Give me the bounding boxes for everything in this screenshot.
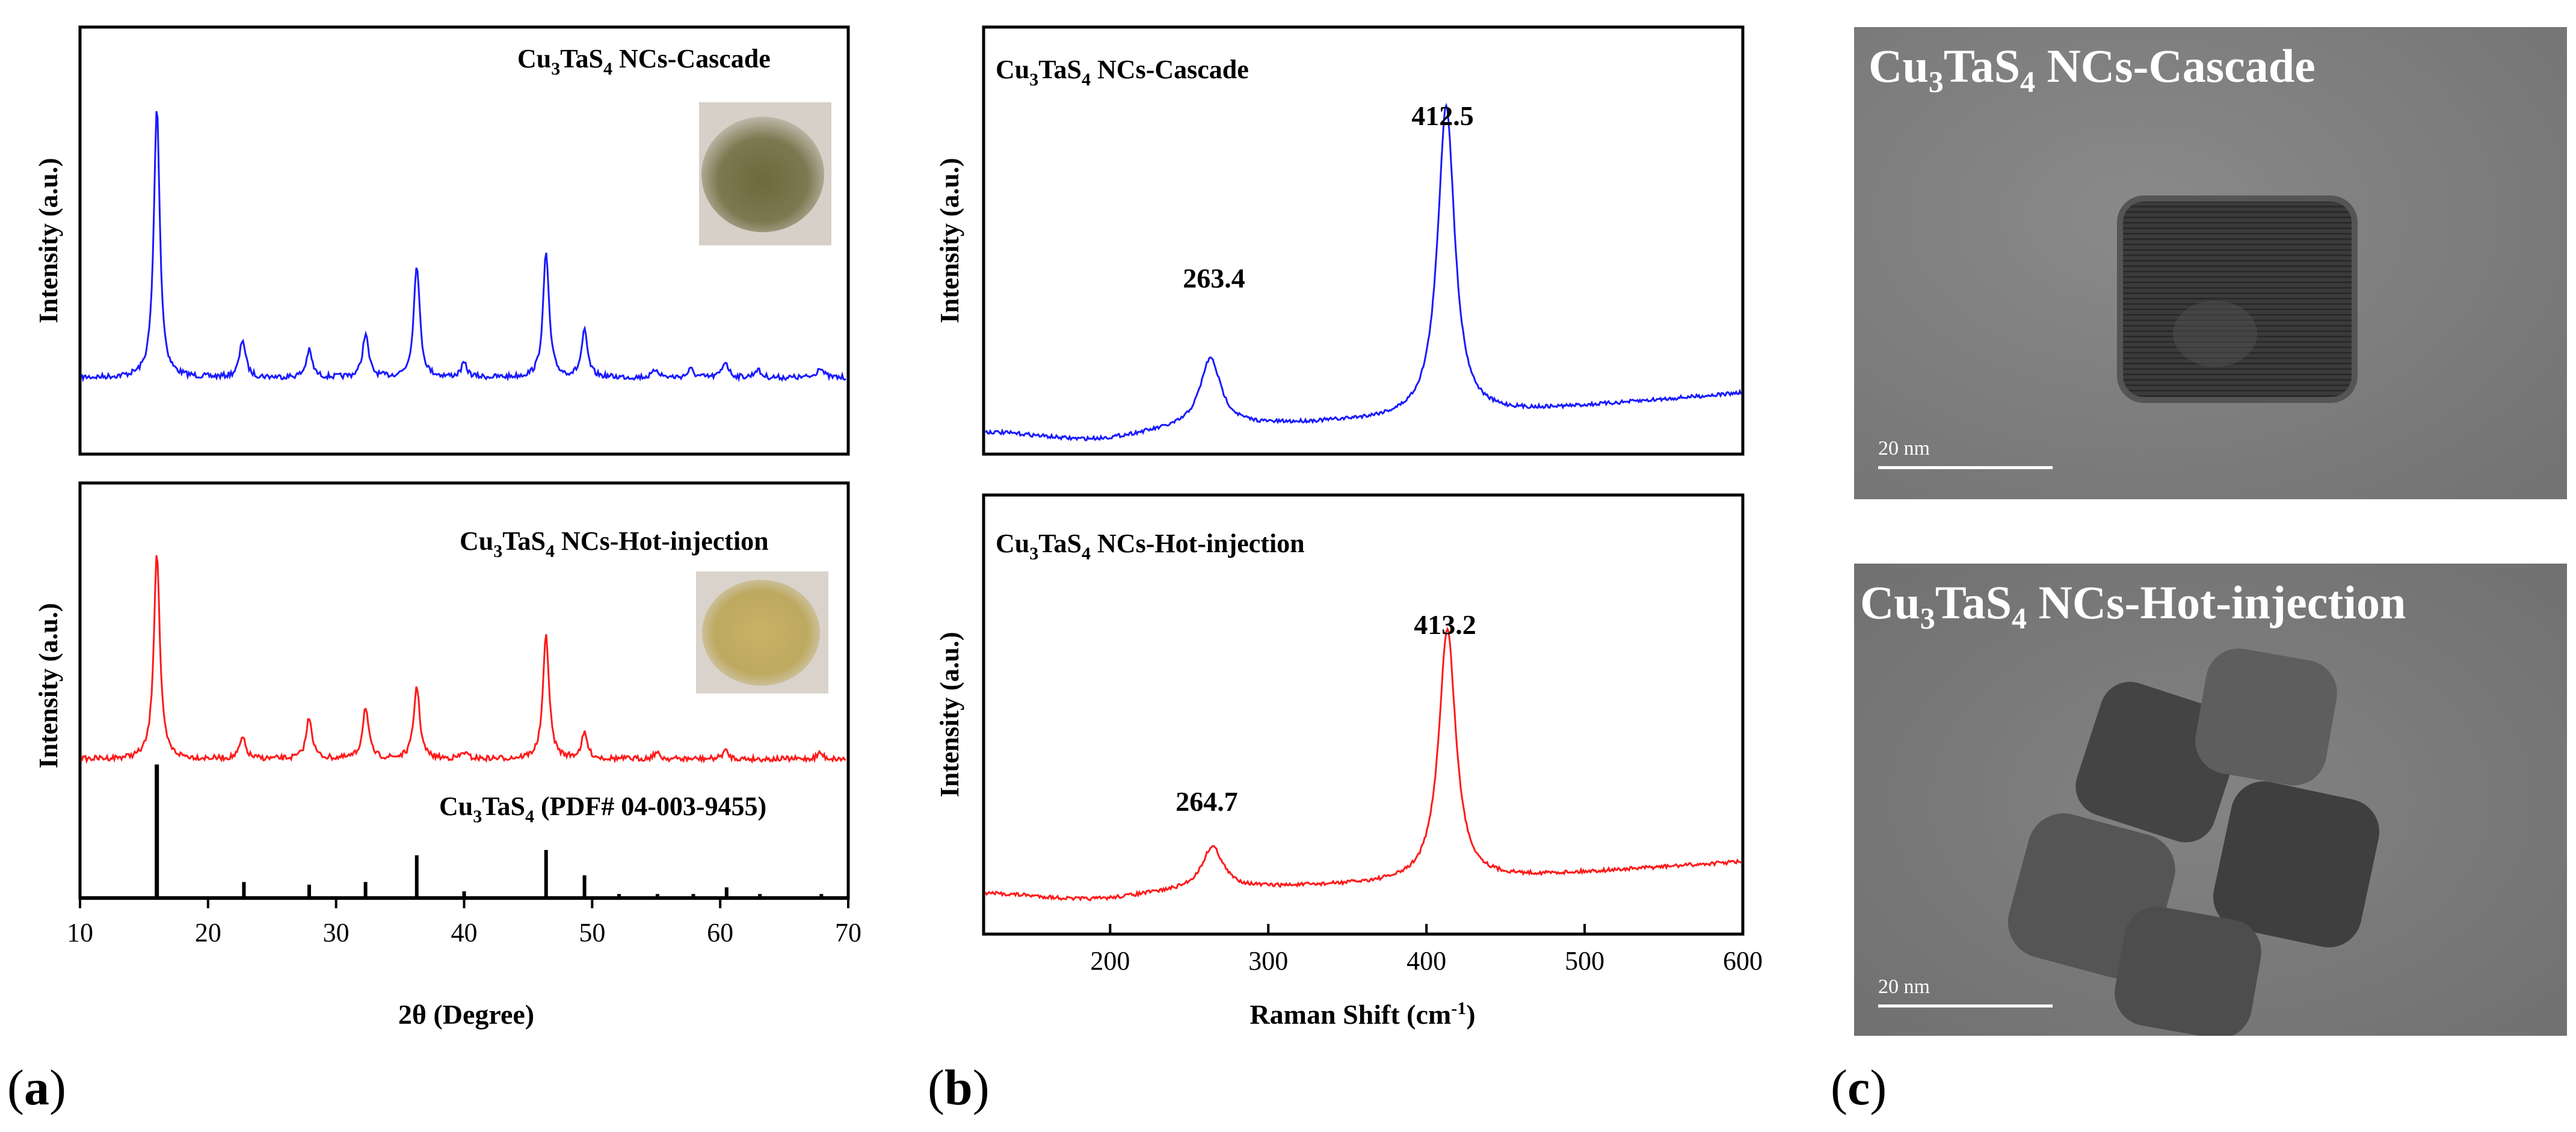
xrd-x-tick-label: 50 <box>579 918 605 947</box>
raman-top-y-label: Intensity (a.u.) <box>935 158 964 323</box>
raman-cascade-curve <box>984 102 1742 441</box>
tem-hot-injection-image: Cu3TaS4 NCs-Hot-injection 20 nm <box>1854 564 2567 1036</box>
raman-x-label: Raman Shift (cm-1) <box>1249 998 1475 1030</box>
xrd-x-tick-label: 70 <box>835 918 861 947</box>
raman-bottom-peak1-label: 264.7 <box>1176 786 1238 817</box>
raman-top-frame <box>982 25 1745 456</box>
xrd-bottom-y-label: Intensity (a.u.) <box>34 603 63 768</box>
xrd-hot-injection-curve <box>81 555 846 764</box>
raman-bottom-title: Cu3TaS4 NCs-Hot-injection <box>996 529 1305 564</box>
xrd-x-tick-label: 40 <box>451 918 478 947</box>
raman-top-peak1-label: 263.4 <box>1183 263 1245 294</box>
raman-bottom-frame <box>982 493 1745 936</box>
raman-x-axis: 200 300 400 500 600 <box>1090 924 1763 976</box>
hot-injection-powder-photo <box>696 571 828 694</box>
raman-top-title: Cu3TaS4 NCs-Cascade <box>996 55 1249 90</box>
xrd-x-tick-label: 20 <box>195 918 221 947</box>
raman-x-tick-label: 500 <box>1565 946 1604 976</box>
tem-cascade-image: Cu3TaS4 NCs-Cascade 20 nm <box>1854 27 2567 499</box>
raman-bottom-peak2-label: 413.2 <box>1414 609 1476 640</box>
raman-x-tick-label: 300 <box>1248 946 1288 976</box>
tem-hot-injection-scale-label: 20 nm <box>1878 976 1930 998</box>
xrd-reference-label: Cu3TaS4 (PDF# 04-003-9455) <box>439 792 766 826</box>
xrd-top-title: Cu3TaS4 NCs-Cascade <box>517 44 771 79</box>
xrd-top-frame <box>78 25 850 456</box>
raman-x-tick-label: 200 <box>1090 946 1130 976</box>
tem-cascade-texture <box>1854 27 2567 499</box>
raman-x-tick-label: 400 <box>1407 946 1446 976</box>
raman-top-peak2-label: 412.5 <box>1411 100 1474 131</box>
tem-cascade-scale-label: 20 nm <box>1878 437 1930 460</box>
cascade-powder-photo <box>699 102 831 245</box>
panel-label-b: (b) <box>928 1060 990 1116</box>
tem-cascade-scale-bar <box>1878 466 2053 469</box>
xrd-reference-sticks <box>155 764 824 898</box>
xrd-top-y-label: Intensity (a.u.) <box>34 158 63 323</box>
xrd-x-label: 2θ (Degree) <box>398 999 534 1030</box>
raman-bottom-y-label: Intensity (a.u.) <box>935 632 964 797</box>
tem-hot-injection-title: Cu3TaS4 NCs-Hot-injection <box>1860 576 2406 635</box>
xrd-x-tick-label: 10 <box>67 918 93 947</box>
panel-label-c: (c) <box>1831 1060 1887 1116</box>
xrd-bottom-title: Cu3TaS4 NCs-Hot-injection <box>460 526 769 561</box>
xrd-x-axis: 10 20 30 40 50 60 70 <box>67 898 861 947</box>
raman-hot-injection-curve <box>984 626 1742 902</box>
tem-hot-injection-texture <box>1854 564 2567 1036</box>
xrd-x-tick-label: 60 <box>707 918 733 947</box>
panel-label-a: (a) <box>7 1060 66 1116</box>
raman-x-tick-label: 600 <box>1723 946 1763 976</box>
tem-hot-injection-scale-bar <box>1878 1004 2053 1007</box>
xrd-cascade-curve <box>81 111 846 383</box>
tem-cascade-title: Cu3TaS4 NCs-Cascade <box>1869 40 2316 99</box>
xrd-x-tick-label: 30 <box>323 918 350 947</box>
